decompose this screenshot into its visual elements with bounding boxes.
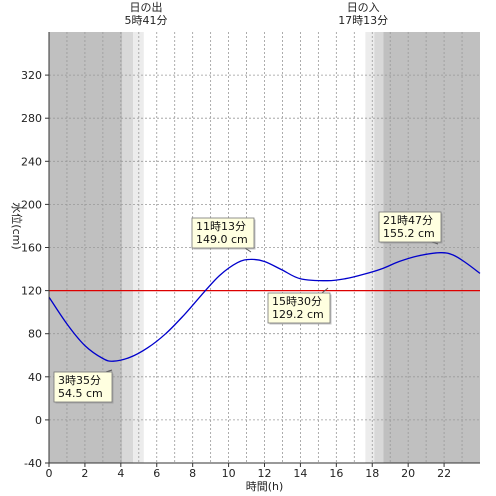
- y-tick-label: -40: [24, 457, 42, 470]
- sunrise-label: 日の出: [130, 0, 163, 14]
- y-tick-label: 280: [21, 112, 42, 125]
- callout-box: [53, 371, 113, 403]
- x-tick-label: 10: [222, 467, 236, 480]
- callout-pointer: [321, 287, 329, 294]
- tide-curve-group: [48, 252, 481, 362]
- x-tick-label: 8: [189, 467, 196, 480]
- x-tick-label: 20: [401, 467, 415, 480]
- callout-level: 129.2 cm: [272, 308, 324, 321]
- callout-level: 149.0 cm: [196, 233, 248, 246]
- night-band: [383, 32, 480, 463]
- x-tick-label: 0: [46, 467, 53, 480]
- sunset-time: 17時13分: [338, 14, 388, 27]
- x-tick-label: 6: [153, 467, 160, 480]
- callout-level: 155.2 cm: [383, 227, 435, 240]
- callout-level: 54.5 cm: [58, 387, 103, 400]
- callout-time: 21時47分: [383, 214, 433, 227]
- x-tick-label: 18: [365, 467, 379, 480]
- callout-time: 3時35分: [58, 374, 101, 387]
- x-tick-label: 2: [81, 467, 88, 480]
- callout-box: [191, 217, 255, 249]
- callout-time: 15時30分: [272, 295, 322, 308]
- x-tick-label: 14: [293, 467, 307, 480]
- y-tick-label: 40: [28, 371, 42, 384]
- y-tick-label: 80: [28, 328, 42, 341]
- sunset-label: 日の入: [347, 1, 380, 14]
- sunrise-time: 5時41分: [125, 14, 168, 27]
- y-tick-label: 240: [21, 155, 42, 168]
- y-tick-label: 0: [35, 414, 42, 427]
- twilight-band: [122, 32, 134, 463]
- y-tick-label: 320: [21, 69, 42, 82]
- y-tick-label: 120: [21, 285, 42, 298]
- tide-curve: [48, 252, 481, 362]
- x-tick-label: 16: [329, 467, 343, 480]
- x-axis-label: 時間(h): [246, 480, 284, 493]
- x-tick-label: 22: [437, 467, 451, 480]
- sun-header: 日の出 5時41分 日の入 17時13分: [125, 0, 389, 27]
- y-axis-label: 水位(cm): [10, 202, 24, 249]
- callout-box: [267, 292, 331, 324]
- y-tick-label: 200: [21, 198, 42, 211]
- x-tick-label: 12: [258, 467, 272, 480]
- axes: 0 2 4 6 8 10 12 14 16 18 20 22 -40 0 40 80 120 160 200 240 2…: [21, 32, 480, 480]
- callout-time: 11時13分: [196, 220, 246, 233]
- callout-box: [378, 211, 442, 243]
- y-tick-label: 160: [21, 242, 42, 255]
- x-tick-label: 4: [117, 467, 124, 480]
